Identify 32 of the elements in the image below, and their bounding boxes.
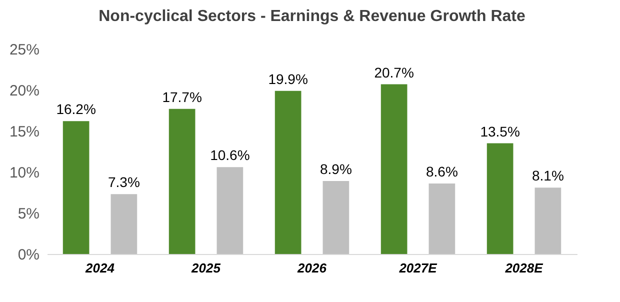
data-label: 19.9% <box>268 70 308 87</box>
data-label: 8.1% <box>532 168 564 184</box>
bar <box>62 121 90 254</box>
bar <box>428 183 456 254</box>
bar <box>322 181 350 254</box>
data-label: 8.6% <box>426 163 458 180</box>
y-tick-label: 20% <box>9 82 40 100</box>
bar <box>168 108 196 254</box>
data-label: 17.7% <box>162 88 202 105</box>
chart-title: Non-cyclical Sectors - Earnings & Revenue Growth Rate <box>98 8 526 25</box>
x-tick-label: 2026 <box>296 260 328 276</box>
y-tick-label: 10% <box>9 164 40 182</box>
data-label: 10.6% <box>210 147 250 164</box>
data-label: 8.9% <box>320 161 352 178</box>
data-label: 20.7% <box>374 64 414 80</box>
x-tick-label: 2028E <box>504 260 544 276</box>
x-tick-label: 2025 <box>190 260 222 276</box>
x-tick-label: 2024 <box>84 260 116 276</box>
data-label: 13.5% <box>480 123 520 140</box>
x-tick-label: 2027E <box>398 260 438 276</box>
y-tick-label: 25% <box>9 42 40 58</box>
bar <box>216 167 244 254</box>
data-label: 16.2% <box>56 101 96 118</box>
data-label: 7.3% <box>108 174 140 190</box>
y-tick-label: 5% <box>18 206 40 222</box>
y-tick-label: 15% <box>9 124 40 140</box>
bar <box>380 84 408 254</box>
y-tick-label: 0% <box>18 246 40 264</box>
bar <box>534 188 562 254</box>
bar <box>110 194 138 254</box>
bar <box>274 90 302 254</box>
bar <box>486 143 514 254</box>
